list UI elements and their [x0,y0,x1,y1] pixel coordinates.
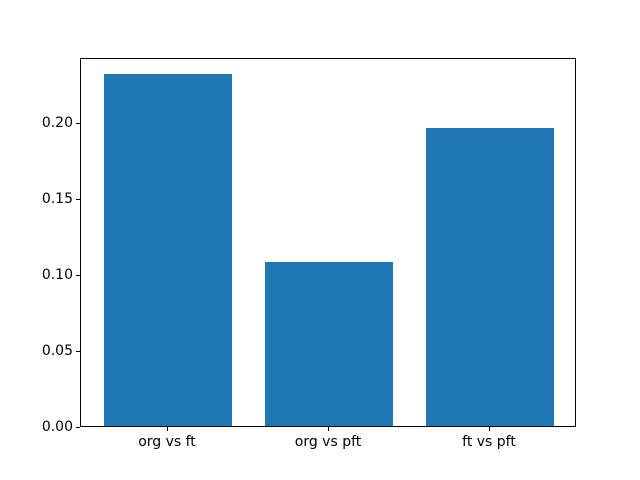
x-tick-mark [327,427,329,431]
y-tick-mark [76,426,80,428]
y-tick-mark [76,122,80,124]
y-tick-label: 0.00 [41,419,73,435]
bar-org-vs-pft [264,262,394,426]
y-tick-mark [76,274,80,276]
x-tick-label: ft vs pft [462,434,516,450]
bar-ft-vs-pft [425,128,555,426]
plot-area [80,58,576,427]
y-tick-mark [76,350,80,352]
y-tick-label: 0.15 [41,191,73,208]
y-tick-mark [76,198,80,200]
x-tick-label: org vs ft [138,434,196,450]
x-tick-label: org vs pft [294,434,362,450]
y-tick-label: 0.05 [41,343,73,360]
y-tick-label: 0.10 [41,267,73,284]
bar-org-vs-ft [103,73,233,426]
x-tick-mark [166,427,168,431]
y-tick-label: 0.20 [41,115,73,132]
x-tick-mark [488,427,490,431]
